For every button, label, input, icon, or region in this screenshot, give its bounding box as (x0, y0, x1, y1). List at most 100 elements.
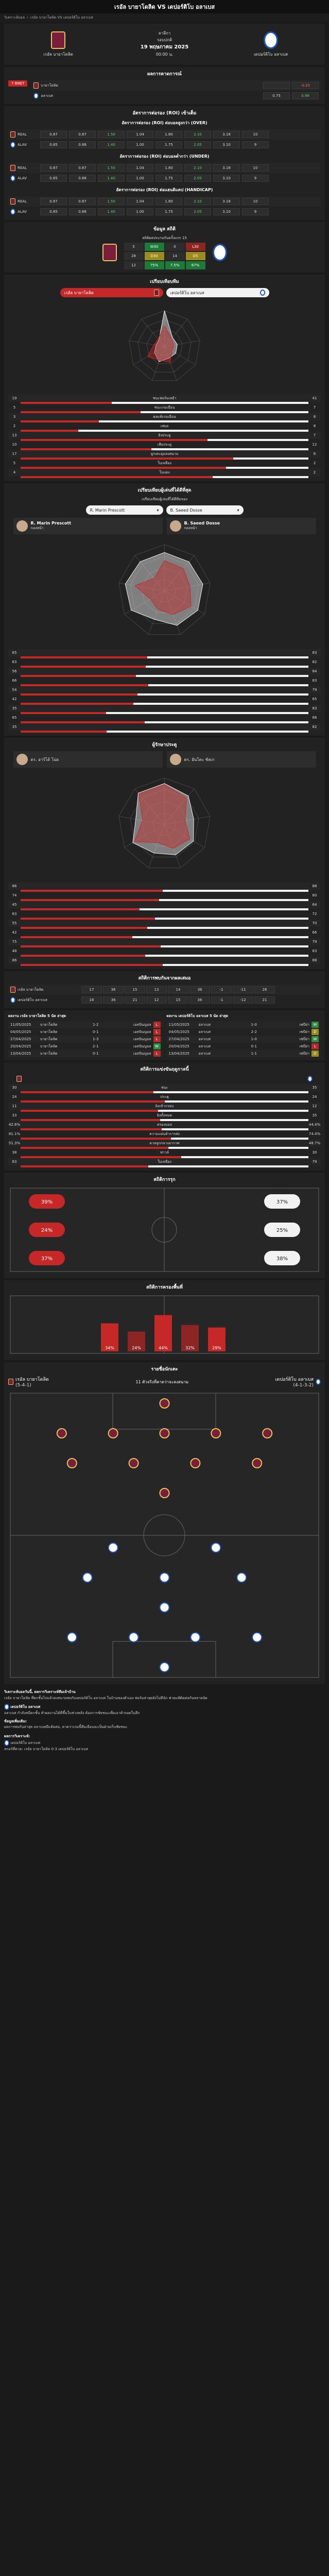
roi-value[interactable]: 1.04 (127, 198, 153, 205)
roi-value[interactable]: 0.87 (40, 164, 67, 172)
recent-match-row[interactable]: 20/04/2025 อลาเบส 0-1 เซบีย่า L (167, 1043, 321, 1050)
roi-value[interactable]: 1.75 (155, 175, 182, 182)
tab-away-team[interactable]: เดปอร์ติโบ อลาเบส (166, 288, 269, 297)
roi-value[interactable]: 1.75 (155, 141, 182, 148)
stat-split-bar (21, 467, 308, 469)
away-player-marker[interactable] (159, 1602, 170, 1613)
roi-value[interactable]: 1.40 (98, 175, 125, 182)
home-player-marker[interactable] (190, 1458, 201, 1468)
roi-value[interactable]: 2.10 (184, 131, 211, 138)
away-team[interactable]: เดปอร์ติโบ อลาเบส (227, 31, 315, 58)
roi-value[interactable]: 0.85 (40, 175, 67, 182)
roi-value[interactable]: 1.00 (127, 175, 153, 182)
roi-value[interactable]: 0.87 (69, 164, 96, 172)
roi-value[interactable]: 10 (242, 164, 269, 172)
stat-cell: L30 (185, 243, 205, 251)
roi-value[interactable]: 9 (242, 175, 269, 182)
home-player-marker[interactable] (211, 1428, 221, 1438)
roi-value[interactable]: 0.87 (40, 198, 67, 205)
roi-value[interactable]: 2.05 (184, 141, 211, 148)
recent-match-row[interactable]: 20/04/2025 บายาโดลิด 2-1 เอสปันญอล W (8, 1043, 163, 1050)
home-player-marker[interactable] (252, 1458, 263, 1468)
home-player-marker[interactable] (66, 1458, 77, 1468)
home-player-marker[interactable] (159, 1428, 170, 1438)
away-player-marker[interactable] (159, 1572, 170, 1583)
home-player-marker[interactable] (262, 1428, 273, 1438)
roi-value[interactable]: 3.18 (213, 198, 240, 205)
player-select-away[interactable]: B. Saeed Dosse ▾ (166, 505, 244, 515)
roi-value[interactable]: 2.05 (184, 175, 211, 182)
roi-value[interactable]: 1.80 (155, 164, 182, 172)
away-player-marker[interactable] (82, 1572, 93, 1583)
roi-value[interactable]: 0.88 (69, 141, 96, 148)
roi-value[interactable]: 1.50 (98, 198, 125, 205)
roi-value[interactable]: 2.10 (184, 198, 211, 205)
roi-value[interactable]: 1.04 (127, 131, 153, 138)
roi-value[interactable]: 0.87 (69, 198, 96, 205)
roi-value[interactable]: 1.50 (98, 131, 125, 138)
roi-value[interactable]: 0.85 (40, 208, 67, 215)
roi-value[interactable]: 0.87 (69, 131, 96, 138)
roi-value[interactable]: 1.40 (98, 208, 125, 215)
keeper-card-home[interactable]: ดร. อาร์โด้ โน่ย (13, 751, 163, 768)
home-player-marker[interactable] (128, 1458, 139, 1468)
home-team[interactable]: เรอัล บายาโดลิด (14, 31, 102, 58)
roi-value[interactable]: 9 (242, 141, 269, 148)
away-player-marker[interactable] (159, 1662, 170, 1672)
roi-value[interactable]: 0.88 (69, 208, 96, 215)
away-player-marker[interactable] (236, 1572, 247, 1583)
roi-value[interactable]: 2.10 (184, 164, 211, 172)
roi-value[interactable]: 3.10 (213, 141, 240, 148)
roi-value[interactable]: 10 (242, 131, 269, 138)
tab-home-team[interactable]: เรอัล บายาโดลิด (60, 288, 163, 297)
roi-value[interactable]: 3.10 (213, 208, 240, 215)
home-player-marker[interactable] (108, 1428, 118, 1438)
recent-match-row[interactable]: 11/05/2025 อลาเบส 1-0 เซบีย่า W (166, 1021, 321, 1028)
home-player-marker[interactable] (159, 1398, 170, 1409)
roi-value[interactable]: 1.75 (155, 208, 182, 215)
roi-value[interactable]: 1.00 (127, 141, 153, 148)
recent-match-row[interactable]: 13/04/2025 บายาโดลิด 0-1 เอสปันญอล L (8, 1050, 163, 1057)
roi-value[interactable]: 3.10 (213, 175, 240, 182)
roi-value[interactable]: 10 (242, 198, 269, 205)
radar-axis (134, 788, 165, 825)
away-player-marker[interactable] (128, 1632, 139, 1642)
keeper-card-away[interactable]: ดร. อันโตะ ซัลเก (166, 751, 316, 768)
stat-row: 5 ใบเหลือง 2 (8, 460, 321, 467)
roi-value[interactable]: 9 (242, 208, 269, 215)
recent-match-row[interactable]: 13/04/2025 อลาเบส 1-1 เซบีย่า D (166, 1050, 321, 1057)
roi-value[interactable]: 0.85 (40, 141, 67, 148)
recent-match-row[interactable]: 27/04/2025 อลาเบส 1-0 เซบีย่า W (166, 1036, 321, 1043)
breadcrumb-home[interactable]: วิเคราะห์บอล (4, 15, 25, 20)
stat-away-bar (145, 666, 308, 668)
roi-value[interactable]: 3.18 (213, 164, 240, 172)
away-player-marker[interactable] (108, 1543, 118, 1553)
home-player-marker[interactable] (159, 1488, 170, 1498)
away-player-marker[interactable] (252, 1632, 263, 1642)
player-select-home[interactable]: R. Marin Prescott ▾ (85, 505, 163, 515)
roi-value[interactable]: 1.40 (98, 141, 125, 148)
away-player-marker[interactable] (66, 1632, 77, 1642)
team-radar-chart (129, 310, 200, 381)
away-player-marker[interactable] (190, 1632, 201, 1642)
match-score: 1-3 (93, 1037, 99, 1041)
roi-value[interactable]: 0.88 (69, 175, 96, 182)
roi-value[interactable]: 1.80 (155, 198, 182, 205)
roi-value[interactable]: 1.04 (127, 164, 153, 172)
stat-row: 51.3% ดวลลูกกลางอากาศ 48.7% (8, 1140, 321, 1147)
recent-match-row[interactable]: 04/05/2025 บายาโดลิด 0-1 เอสปันญอล L (8, 1028, 163, 1036)
bet-button[interactable]: 7 BNET (8, 80, 28, 87)
recent-match-row[interactable]: 04/05/2025 อลาเบส 2-2 เซบีย่า D (167, 1028, 321, 1036)
away-player-marker[interactable] (211, 1543, 221, 1553)
stat-home-value: 33 (12, 1113, 17, 1117)
roi-value[interactable]: 1.50 (98, 164, 125, 172)
stat-away-bar (139, 908, 308, 910)
roi-value[interactable]: 3.18 (213, 131, 240, 138)
roi-value[interactable]: 2.05 (184, 208, 211, 215)
recent-match-row[interactable]: 11/05/2025 บายาโดลิด 1-2 เอสปันญอล L (8, 1021, 163, 1028)
recent-match-row[interactable]: 27/04/2025 บายาโดลิด 1-3 เอสปันญอล L (8, 1036, 163, 1043)
roi-value[interactable]: 1.80 (155, 131, 182, 138)
roi-value[interactable]: 0.87 (40, 131, 67, 138)
roi-value[interactable]: 1.00 (127, 208, 153, 215)
home-player-marker[interactable] (56, 1428, 67, 1438)
